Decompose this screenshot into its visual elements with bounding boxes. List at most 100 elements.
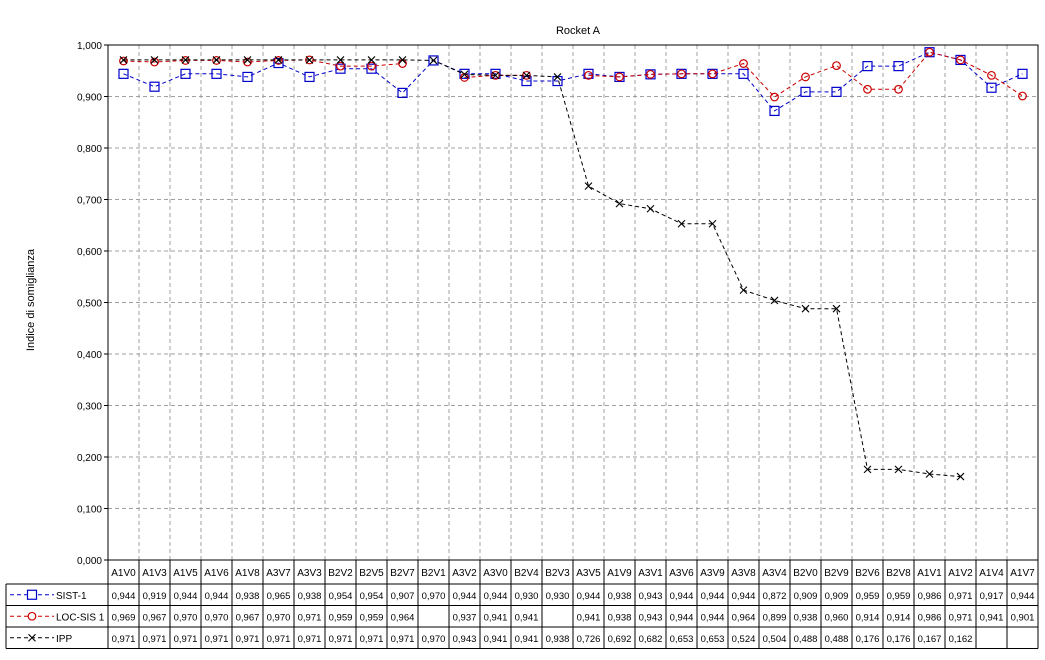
category-label: A1V2 bbox=[948, 568, 973, 579]
data-value-label: 0,930 bbox=[515, 591, 539, 602]
data-value-label: 0,954 bbox=[360, 591, 384, 602]
data-value-label: 0,938 bbox=[546, 634, 570, 645]
data-value-label: 0,959 bbox=[887, 591, 911, 602]
data-value-label: 0,941 bbox=[577, 612, 601, 623]
data-point bbox=[801, 72, 810, 82]
data-value-label: 0,960 bbox=[825, 612, 849, 623]
data-value-label: 0,967 bbox=[143, 612, 167, 623]
category-label: B2V6 bbox=[855, 568, 880, 579]
x-marker-stroke bbox=[956, 472, 965, 481]
data-value-label: 0,653 bbox=[670, 634, 694, 645]
data-value-label: 0,967 bbox=[236, 612, 260, 623]
data-point bbox=[738, 68, 749, 79]
data-value-label: 0,964 bbox=[391, 612, 415, 623]
data-value-label: 0,901 bbox=[1011, 612, 1035, 623]
data-value-label: 0,938 bbox=[608, 612, 632, 623]
data-point bbox=[490, 68, 501, 79]
data-value-label: 0,971 bbox=[949, 612, 973, 623]
data-value-label: 0,971 bbox=[205, 634, 229, 645]
category-label: A1V1 bbox=[917, 568, 942, 579]
category-label: B2V4 bbox=[514, 568, 539, 579]
data-value-label: 0,941 bbox=[515, 634, 539, 645]
data-value-label: 0,944 bbox=[701, 612, 725, 623]
data-point bbox=[367, 56, 376, 64]
x-marker-stroke bbox=[243, 56, 252, 64]
x-marker-stroke bbox=[863, 465, 872, 474]
data-point bbox=[676, 68, 687, 79]
data-value-label: 0,943 bbox=[639, 591, 663, 602]
data-point bbox=[243, 57, 252, 67]
category-label: B2V7 bbox=[390, 568, 415, 579]
data-point bbox=[801, 304, 810, 313]
x-marker-stroke bbox=[584, 182, 593, 190]
x-marker-stroke bbox=[925, 470, 934, 478]
category-label: A3V1 bbox=[638, 568, 663, 579]
data-point bbox=[150, 56, 159, 64]
data-value-label: 0,899 bbox=[763, 612, 787, 623]
legend-marker bbox=[27, 611, 37, 621]
data-point bbox=[987, 70, 996, 80]
data-value-label: 0,176 bbox=[856, 634, 880, 645]
category-label: B2V8 bbox=[886, 568, 911, 579]
data-value-label: 0,488 bbox=[794, 634, 818, 645]
data-value-label: 0,944 bbox=[112, 591, 136, 602]
x-marker-stroke bbox=[274, 56, 283, 64]
series-line bbox=[588, 51, 1023, 98]
x-marker-stroke bbox=[894, 465, 903, 474]
data-value-label: 0,930 bbox=[546, 591, 570, 602]
x-marker-stroke bbox=[150, 56, 159, 64]
x-marker-stroke bbox=[119, 56, 128, 64]
category-label: A1V7 bbox=[1010, 568, 1035, 579]
category-label: A3V2 bbox=[452, 568, 477, 579]
data-point bbox=[769, 105, 780, 117]
data-point bbox=[956, 55, 965, 65]
data-point bbox=[366, 63, 377, 74]
data-value-label: 0,970 bbox=[205, 612, 229, 623]
category-label: A3V6 bbox=[669, 568, 694, 579]
data-point bbox=[460, 70, 469, 79]
y-tick-label: 0,200 bbox=[77, 453, 102, 464]
x-marker-stroke bbox=[336, 56, 345, 64]
y-tick-label: 0,100 bbox=[77, 505, 102, 516]
data-point bbox=[491, 71, 500, 80]
data-point bbox=[646, 204, 655, 213]
data-point bbox=[708, 69, 717, 79]
data-value-label: 0,692 bbox=[608, 634, 632, 645]
x-marker-stroke bbox=[398, 56, 407, 64]
data-point bbox=[584, 182, 593, 190]
data-value-label: 0,726 bbox=[577, 634, 601, 645]
data-value-label: 0,944 bbox=[205, 591, 229, 602]
data-point bbox=[893, 61, 904, 72]
category-label: A1V4 bbox=[979, 568, 1004, 579]
category-label: B2V3 bbox=[545, 568, 570, 579]
data-point bbox=[584, 70, 593, 80]
y-tick-label: 0,500 bbox=[77, 299, 102, 310]
data-point bbox=[274, 56, 283, 64]
data-value-label: 0,488 bbox=[825, 634, 849, 645]
category-label: B2V1 bbox=[421, 568, 446, 579]
data-value-label: 0,914 bbox=[856, 612, 880, 623]
series-line bbox=[123, 51, 1023, 112]
data-value-label: 0,944 bbox=[453, 591, 477, 602]
category-label: A1V9 bbox=[607, 568, 632, 579]
data-value-label: 0,971 bbox=[298, 634, 322, 645]
data-value-label: 0,944 bbox=[174, 591, 198, 602]
data-value-label: 0,682 bbox=[639, 634, 663, 645]
data-point bbox=[1017, 68, 1028, 79]
x-marker-stroke bbox=[491, 71, 500, 80]
category-label: A3V3 bbox=[297, 568, 322, 579]
data-point bbox=[243, 56, 252, 64]
category-label: A1V3 bbox=[142, 568, 167, 579]
data-value-label: 0,971 bbox=[391, 634, 415, 645]
data-value-label: 0,970 bbox=[174, 612, 198, 623]
data-value-label: 0,971 bbox=[267, 634, 291, 645]
data-value-label: 0,917 bbox=[980, 591, 1004, 602]
data-value-label: 0,176 bbox=[887, 634, 911, 645]
data-value-label: 0,872 bbox=[763, 591, 787, 602]
data-value-label: 0,907 bbox=[391, 591, 415, 602]
data-value-label: 0,938 bbox=[794, 612, 818, 623]
data-point bbox=[800, 86, 811, 97]
y-tick-label: 0,800 bbox=[77, 144, 102, 155]
data-value-label: 0,944 bbox=[732, 591, 756, 602]
